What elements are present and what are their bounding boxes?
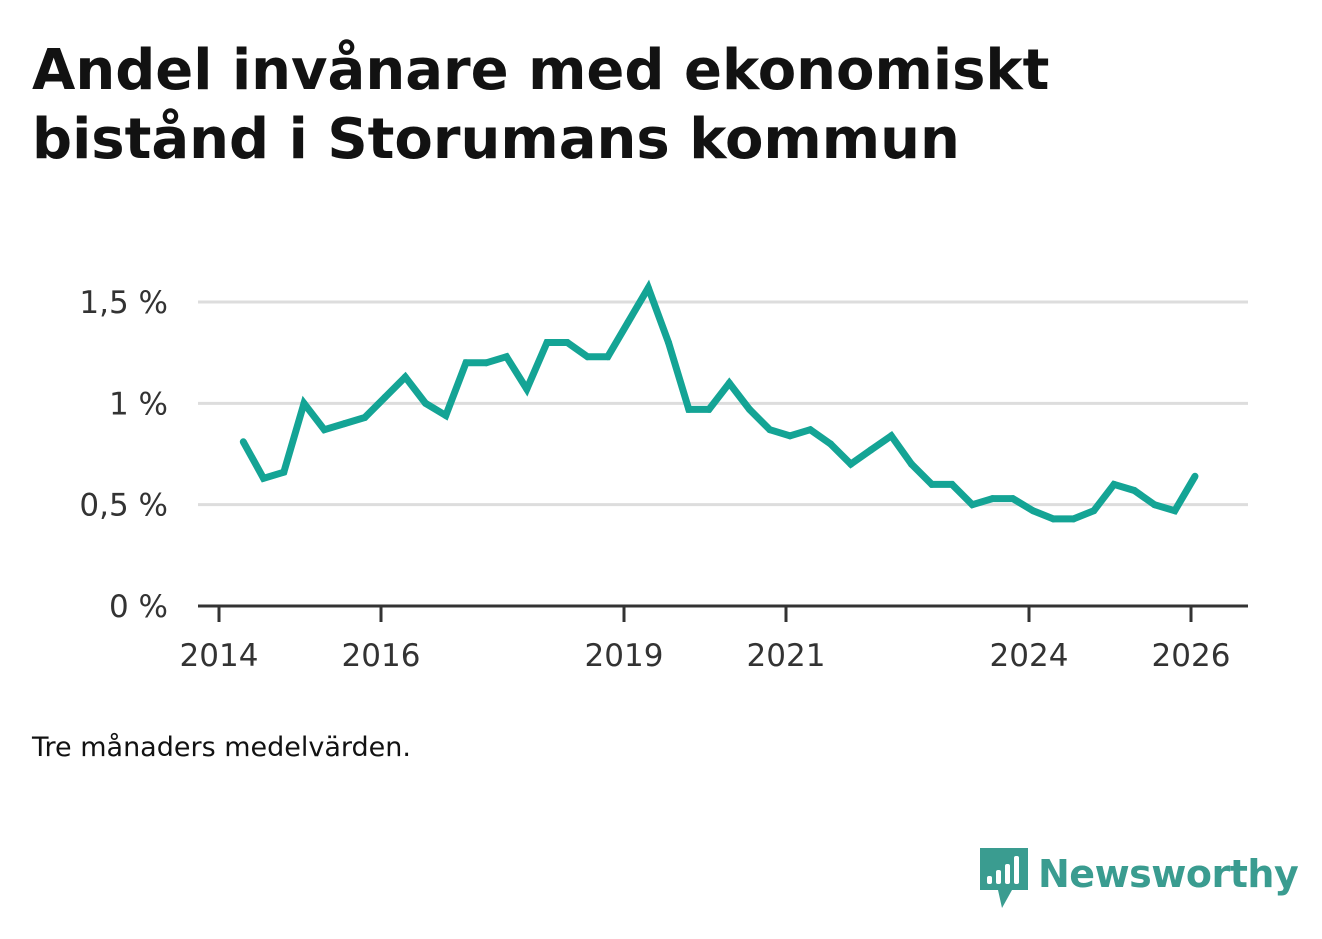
data-point bbox=[948, 480, 956, 488]
logo-text: Newsworthy bbox=[1038, 852, 1299, 896]
chart-title-line-2: bistånd i Storumans kommun bbox=[32, 107, 960, 172]
data-point bbox=[584, 353, 591, 361]
data-point bbox=[827, 440, 834, 448]
y-tick-label: 1,5 % bbox=[79, 285, 168, 321]
y-tick-label: 0,5 % bbox=[79, 488, 168, 524]
x-axis: 2014 2016 2019 2021 2024 2026 bbox=[180, 604, 1248, 674]
data-point bbox=[442, 412, 450, 419]
data-point bbox=[1171, 507, 1179, 515]
y-tick-label: 1 % bbox=[109, 386, 168, 422]
data-point bbox=[1110, 480, 1118, 488]
chart-title: Andel invånare med ekonomiskt bistånd i … bbox=[32, 36, 1232, 174]
newsworthy-logo: Newsworthy bbox=[980, 848, 1299, 912]
x-tick-label: 2019 bbox=[585, 638, 664, 674]
data-point bbox=[1090, 507, 1098, 515]
data-point bbox=[1151, 501, 1158, 509]
data-point bbox=[361, 414, 369, 421]
chart-title-line-1: Andel invånare med ekonomiskt bbox=[32, 38, 1050, 103]
data-point bbox=[705, 405, 713, 413]
series-layer bbox=[239, 279, 1199, 523]
data-point bbox=[786, 432, 794, 440]
data-point bbox=[766, 426, 774, 434]
data-point bbox=[867, 446, 875, 454]
data-point bbox=[381, 393, 389, 401]
x-tick-label: 2024 bbox=[990, 638, 1069, 674]
data-point bbox=[239, 438, 247, 446]
data-point bbox=[563, 339, 571, 346]
data-point bbox=[462, 359, 470, 367]
data-point bbox=[422, 399, 429, 407]
data-point bbox=[482, 359, 490, 367]
grid-lines bbox=[198, 300, 1248, 507]
data-point bbox=[1070, 515, 1077, 523]
data-point bbox=[968, 501, 976, 509]
y-tick-label: 0 % bbox=[109, 589, 168, 625]
x-tick-label: 2026 bbox=[1152, 638, 1231, 674]
data-point bbox=[341, 420, 348, 428]
x-tick-label: 2021 bbox=[747, 638, 826, 674]
data-point bbox=[644, 284, 652, 292]
x-tick-label: 2016 bbox=[342, 638, 421, 674]
data-point bbox=[543, 339, 551, 346]
data-point bbox=[1191, 472, 1199, 480]
data-point bbox=[685, 405, 693, 413]
bar-chart-speech-bubble-icon bbox=[980, 848, 1028, 908]
data-point bbox=[604, 353, 612, 361]
x-tick-label: 2014 bbox=[180, 638, 259, 674]
data-point bbox=[320, 426, 328, 434]
chart-note: Tre månaders medelvärden. bbox=[32, 732, 411, 763]
data-point bbox=[806, 426, 814, 434]
data-point bbox=[503, 353, 510, 361]
data-point bbox=[1009, 495, 1017, 503]
data-point bbox=[989, 495, 996, 503]
data-point bbox=[725, 379, 733, 387]
data-point bbox=[401, 373, 409, 381]
data-point bbox=[887, 432, 895, 440]
data-point bbox=[665, 339, 672, 346]
data-point bbox=[847, 460, 855, 468]
data-point bbox=[908, 460, 915, 468]
data-point bbox=[1029, 507, 1037, 515]
data-point bbox=[1049, 515, 1057, 523]
data-point bbox=[746, 405, 753, 413]
data-point bbox=[280, 468, 288, 476]
data-point bbox=[928, 480, 936, 488]
data-point bbox=[300, 399, 308, 407]
y-axis-tick-labels: 0 % 0,5 % 1 % 1,5 % bbox=[79, 285, 168, 625]
data-point bbox=[523, 385, 531, 393]
series-line bbox=[240, 279, 1199, 523]
data-point bbox=[1130, 487, 1138, 494]
data-point bbox=[624, 318, 632, 326]
data-point bbox=[260, 474, 267, 482]
